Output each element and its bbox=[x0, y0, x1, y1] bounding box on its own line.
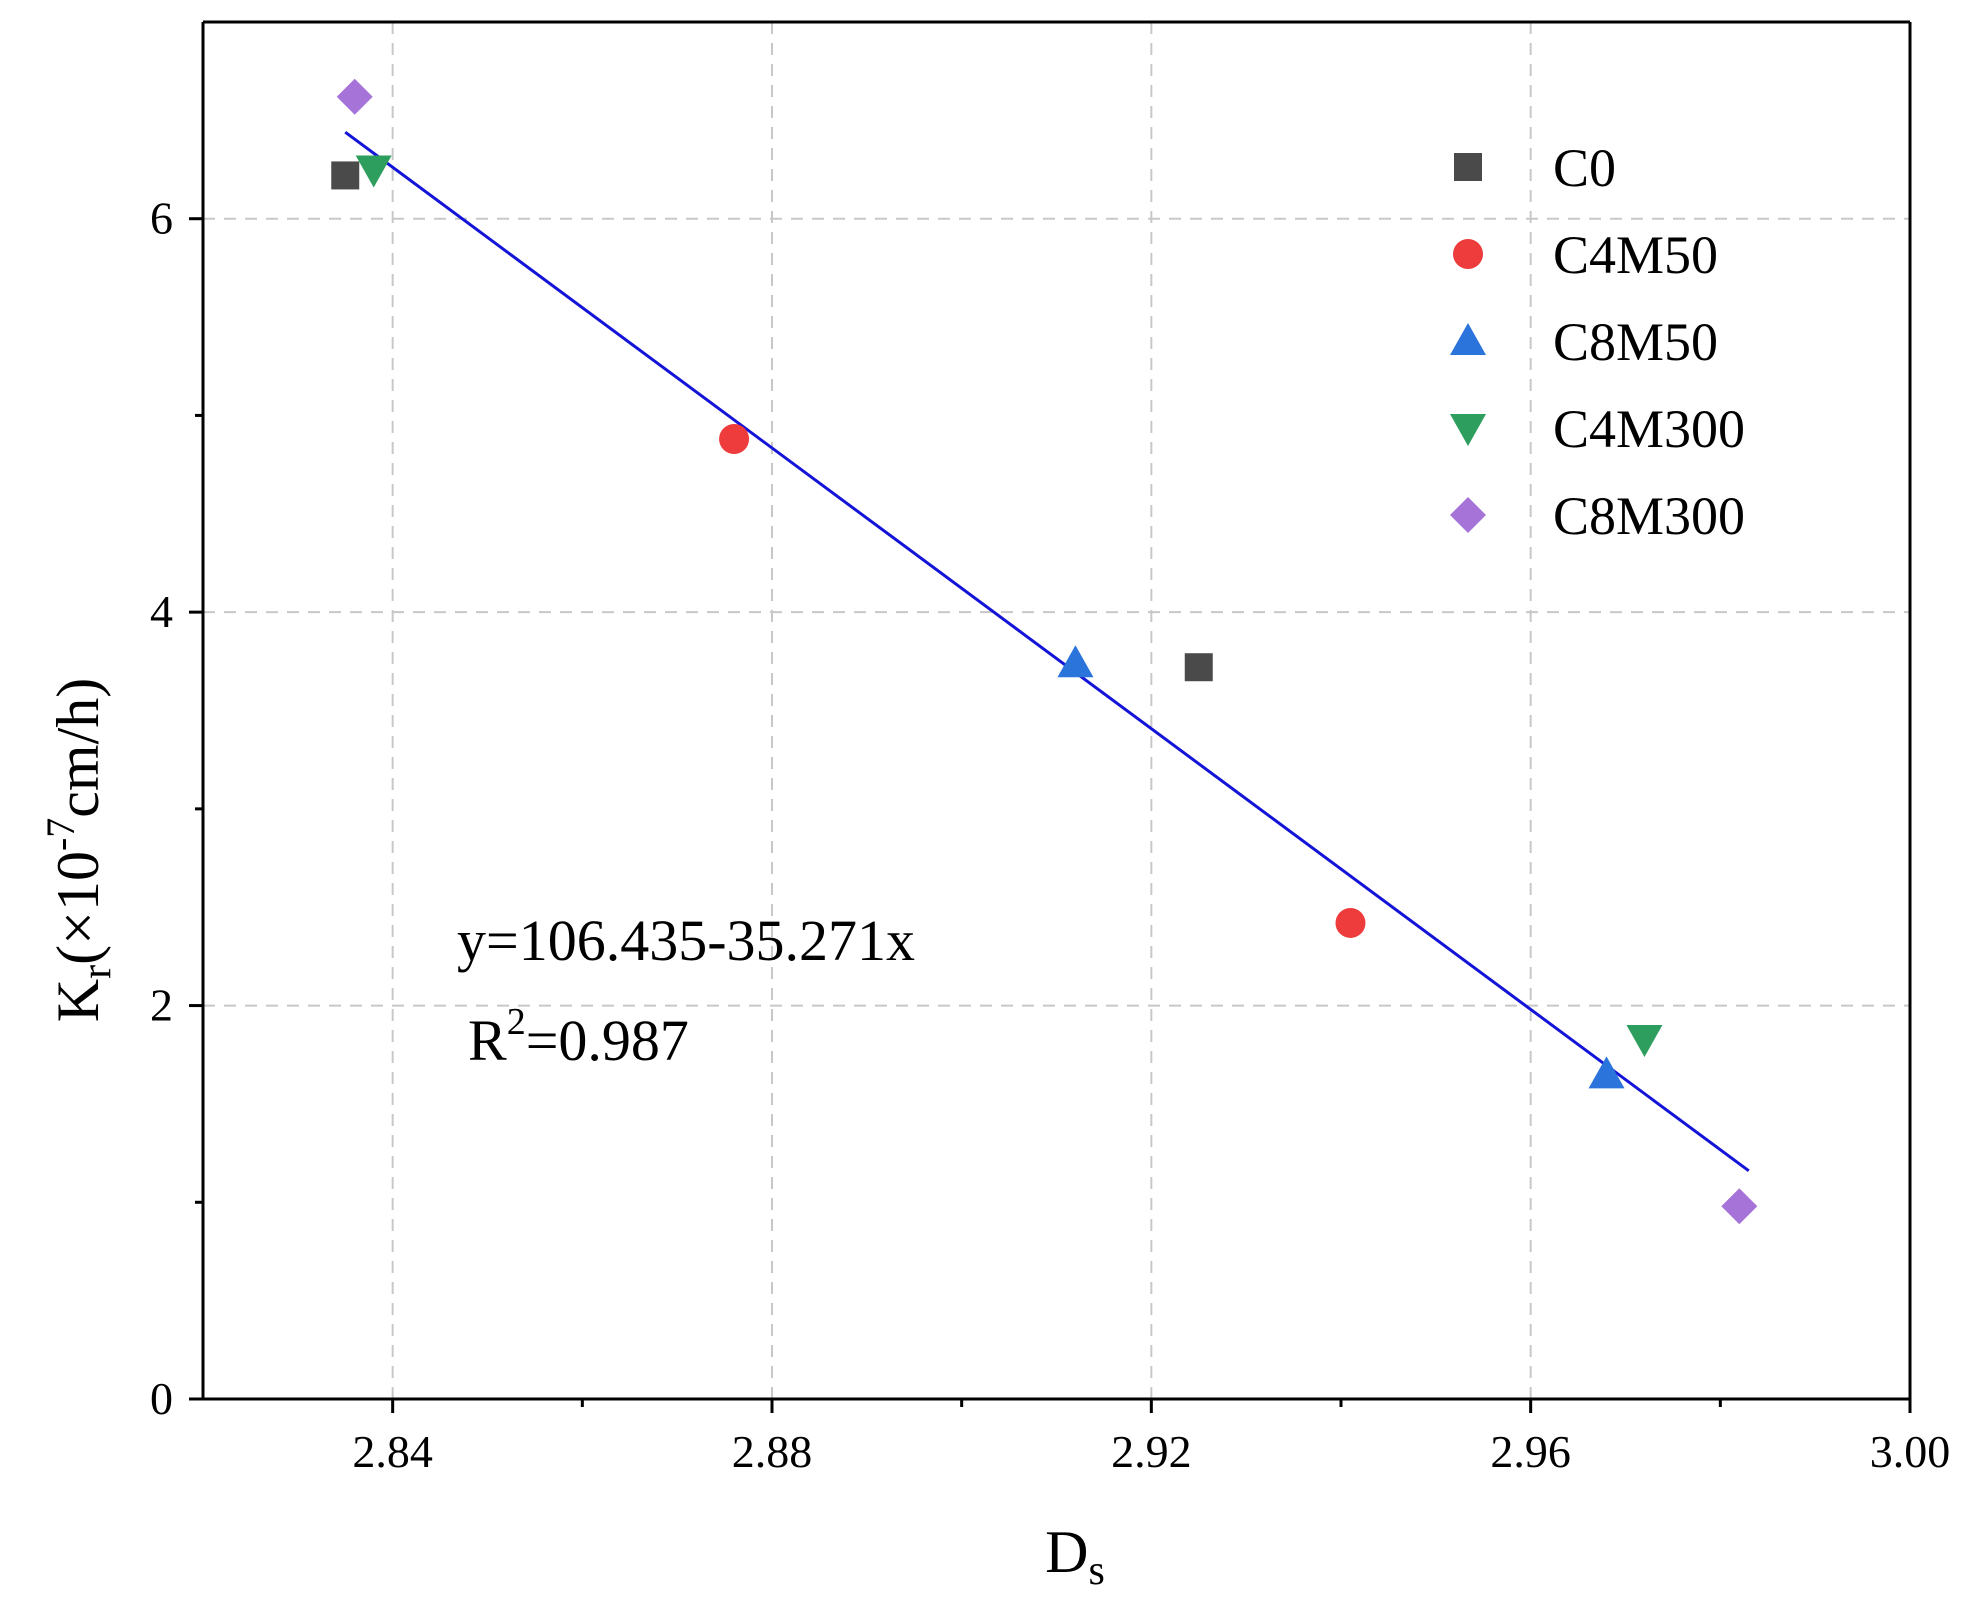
axes bbox=[189, 20, 1912, 1413]
y-tick-label-2: 4 bbox=[150, 586, 173, 637]
y-tick-label-3: 6 bbox=[150, 193, 173, 244]
legend-marker-c8m300 bbox=[1450, 497, 1486, 533]
legend-label-c4m50: C4M50 bbox=[1553, 225, 1718, 285]
y-tick-label-1: 2 bbox=[150, 980, 173, 1031]
legend-marker-c4m300 bbox=[1450, 414, 1486, 446]
legend-marker-c4m50 bbox=[1453, 239, 1483, 269]
point-c4m50-1 bbox=[1335, 907, 1366, 938]
r-squared-label: R2=0.987 bbox=[468, 1001, 689, 1073]
fit-equation: y=106.435-35.271x bbox=[457, 908, 915, 973]
x-tick-label-0: 2.84 bbox=[352, 1426, 433, 1477]
grid-lines bbox=[203, 22, 1910, 1399]
x-tick-label-1: 2.88 bbox=[732, 1426, 813, 1477]
x-axis-title: Ds bbox=[1045, 1519, 1105, 1594]
point-c0-1 bbox=[1184, 653, 1213, 682]
legend-label-c8m300: C8M300 bbox=[1553, 486, 1745, 546]
x-tick-label-2: 2.92 bbox=[1111, 1426, 1192, 1477]
fit-line-group bbox=[344, 130, 1750, 1173]
point-c4m300-1 bbox=[1626, 1025, 1663, 1058]
point-c8m300-1 bbox=[1721, 1188, 1758, 1225]
legend: C0 C4M50 C8M50 C4M300 C8M300 bbox=[1450, 138, 1745, 546]
legend-marker-c0 bbox=[1454, 153, 1482, 181]
x-tick-label-4: 3.00 bbox=[1870, 1426, 1951, 1477]
legend-label-c0: C0 bbox=[1553, 138, 1616, 198]
point-c8m300-0 bbox=[336, 78, 373, 115]
tick-labels: 2.84 2.88 2.92 2.96 3.00 0 2 4 6 bbox=[150, 193, 1950, 1477]
legend-marker-c8m50 bbox=[1450, 323, 1486, 355]
legend-label-c4m300: C4M300 bbox=[1553, 399, 1745, 459]
point-c4m50-0 bbox=[719, 424, 750, 455]
point-c4m300-0 bbox=[355, 155, 392, 188]
point-c8m50-0 bbox=[1057, 645, 1094, 678]
y-axis-title: Kr(×10-7cm/h) bbox=[38, 678, 120, 1022]
y-tick-label-0: 0 bbox=[150, 1373, 173, 1424]
data-points bbox=[331, 78, 1758, 1225]
point-c0-0 bbox=[331, 161, 360, 190]
x-tick-label-3: 2.96 bbox=[1490, 1426, 1571, 1477]
point-c8m50-1 bbox=[1588, 1056, 1625, 1089]
legend-label-c8m50: C8M50 bbox=[1553, 312, 1718, 372]
fit-line bbox=[344, 130, 1750, 1173]
